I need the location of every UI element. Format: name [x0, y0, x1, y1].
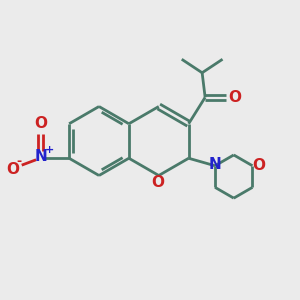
Text: N: N	[209, 157, 221, 172]
Text: O: O	[152, 175, 165, 190]
Text: -: -	[16, 155, 21, 168]
Text: O: O	[228, 90, 241, 105]
Text: N: N	[34, 149, 47, 164]
Text: O: O	[6, 162, 19, 177]
Text: O: O	[34, 116, 47, 131]
Text: O: O	[253, 158, 266, 173]
Text: +: +	[44, 145, 54, 155]
